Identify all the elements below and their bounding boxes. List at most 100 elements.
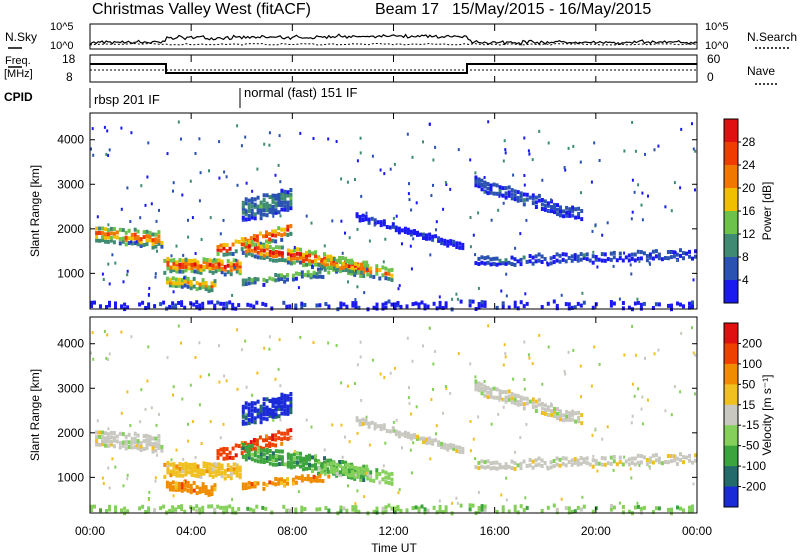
power-cell bbox=[397, 230, 401, 235]
velocity-cell bbox=[565, 409, 569, 414]
velocity-cell bbox=[354, 502, 357, 506]
power-cell bbox=[211, 270, 215, 275]
power-cell bbox=[682, 251, 685, 256]
velocity-cell bbox=[553, 414, 556, 419]
power-cell bbox=[666, 250, 670, 254]
velocity-cell bbox=[335, 471, 339, 476]
power-cell bbox=[210, 288, 214, 293]
velocity-cell bbox=[546, 405, 550, 410]
power-cell bbox=[672, 254, 676, 259]
vel-colorbar-tick-label: -200 bbox=[742, 480, 766, 494]
power-cell bbox=[253, 202, 257, 207]
velocity-cell bbox=[280, 449, 284, 454]
power-cell bbox=[108, 303, 111, 308]
velocity-cell bbox=[195, 485, 199, 490]
power-cell bbox=[249, 303, 253, 308]
power-cell bbox=[238, 264, 242, 269]
velocity-cell bbox=[127, 445, 131, 449]
velocity-cell bbox=[480, 382, 484, 387]
power-cell bbox=[244, 209, 248, 214]
velocity-cell bbox=[504, 465, 508, 470]
power-cell bbox=[277, 202, 281, 207]
power-cell bbox=[411, 302, 415, 307]
velocity-cell bbox=[238, 465, 242, 470]
power-cell bbox=[560, 293, 563, 297]
velocity-cell bbox=[338, 473, 342, 478]
velocity-cell bbox=[244, 421, 248, 426]
power-cell bbox=[228, 251, 232, 256]
velocity-cell bbox=[564, 456, 568, 461]
velocity-cell bbox=[344, 435, 346, 439]
velocity-cell bbox=[186, 484, 190, 489]
velocity-cell bbox=[115, 439, 119, 444]
power-cell bbox=[278, 134, 281, 138]
velocity-cell bbox=[244, 482, 248, 487]
velocity-cell bbox=[329, 461, 333, 466]
power-cell bbox=[274, 278, 278, 283]
power-cell bbox=[305, 214, 308, 218]
velocity-cell bbox=[99, 508, 102, 513]
nsky-label: N.Sky bbox=[5, 30, 37, 44]
power-cell bbox=[501, 301, 505, 306]
velocity-cell bbox=[253, 453, 257, 458]
power-cell bbox=[434, 145, 437, 149]
velocity-cell bbox=[151, 449, 155, 454]
power-cell bbox=[256, 204, 260, 209]
power-cell bbox=[691, 300, 694, 305]
power-cell bbox=[504, 186, 508, 191]
power-cell bbox=[335, 261, 339, 266]
velocity-cell bbox=[133, 440, 137, 445]
velocity-cell bbox=[694, 453, 697, 458]
power-cell bbox=[280, 227, 284, 232]
power-cell bbox=[417, 302, 421, 307]
velocity-cell bbox=[165, 484, 169, 489]
velocity-cell bbox=[133, 445, 137, 450]
velocity-cell bbox=[207, 492, 211, 497]
power-cell bbox=[253, 249, 257, 254]
power-cell bbox=[565, 213, 569, 218]
power-cell bbox=[265, 213, 269, 218]
velocity-cell bbox=[385, 429, 389, 433]
velocity-cell bbox=[258, 435, 262, 440]
power-cell bbox=[299, 255, 302, 260]
velocity-cell bbox=[670, 413, 673, 417]
power-cell bbox=[302, 259, 305, 263]
velocity-cell bbox=[186, 480, 190, 485]
velocity-cell bbox=[562, 418, 565, 423]
power-cell bbox=[189, 282, 193, 287]
velocity-cell bbox=[268, 347, 271, 351]
velocity-cell bbox=[286, 464, 290, 469]
velocity-cell bbox=[477, 509, 481, 514]
velocity-cell bbox=[657, 348, 660, 352]
power-cell bbox=[247, 248, 251, 253]
power-cell bbox=[144, 203, 147, 207]
power-cell bbox=[274, 245, 278, 250]
velocity-cell bbox=[189, 486, 193, 491]
power-cell bbox=[375, 268, 379, 272]
velocity-cell bbox=[226, 463, 230, 468]
velocity-cell bbox=[480, 391, 484, 396]
power-cell bbox=[312, 137, 315, 140]
power-cell bbox=[468, 303, 472, 308]
velocity-cell bbox=[311, 463, 314, 468]
power-cell bbox=[483, 300, 487, 305]
power-colorbar-swatch bbox=[724, 119, 738, 143]
power-cell bbox=[327, 137, 330, 141]
power-cell bbox=[201, 278, 205, 283]
velocity-cell bbox=[565, 414, 569, 419]
velocity-cell bbox=[106, 439, 110, 444]
velocity-cell bbox=[241, 404, 245, 409]
nsky-tick-min: 10^0 bbox=[50, 40, 74, 52]
power-cell bbox=[308, 253, 311, 258]
velocity-cell bbox=[603, 456, 607, 461]
velocity-cell bbox=[109, 435, 113, 440]
power-cell bbox=[669, 255, 673, 260]
velocity-cell bbox=[166, 460, 170, 465]
power-cell bbox=[667, 303, 670, 308]
velocity-cell bbox=[483, 380, 486, 383]
velocity-cell bbox=[363, 495, 366, 499]
velocity-cell bbox=[375, 472, 379, 476]
power-cell bbox=[406, 227, 410, 232]
power-cell bbox=[250, 215, 254, 220]
